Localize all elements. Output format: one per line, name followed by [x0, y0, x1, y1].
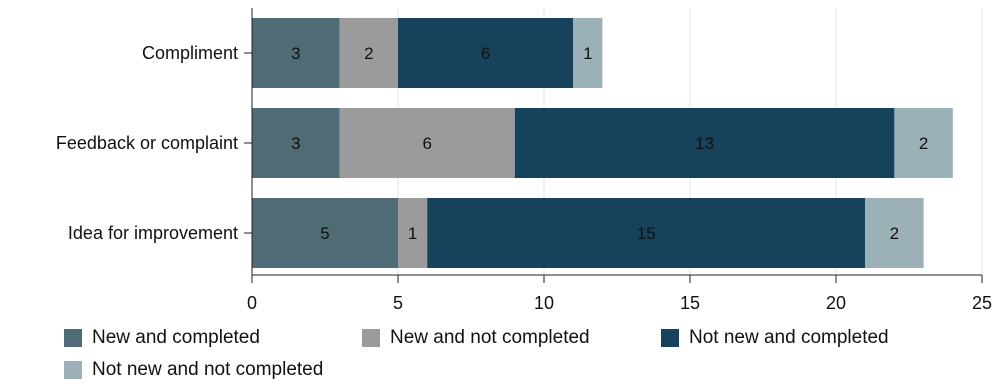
- bar-segment: [339, 108, 515, 178]
- legend-swatch: [64, 361, 82, 379]
- legend-label: Not new and not completed: [92, 359, 324, 380]
- bar-segment: [339, 18, 398, 88]
- data-label: 2: [364, 44, 373, 63]
- data-label: 2: [919, 134, 928, 153]
- x-tick-label: 10: [534, 293, 554, 313]
- bar-segment: [573, 18, 603, 88]
- x-tick-label: 5: [393, 293, 403, 313]
- data-label: 3: [291, 44, 300, 63]
- legend-item: New and completed: [64, 326, 260, 350]
- x-tick-label: 25: [972, 293, 992, 313]
- data-label: 13: [695, 134, 714, 153]
- legend-label: New and not completed: [390, 327, 590, 348]
- data-label: 2: [890, 224, 899, 243]
- category-label: Feedback or complaint: [56, 133, 238, 153]
- data-label: 5: [320, 224, 329, 243]
- data-label: 15: [637, 224, 656, 243]
- category-label: Idea for improvement: [68, 223, 238, 243]
- legend-label: New and completed: [92, 327, 260, 348]
- data-label: 6: [481, 44, 490, 63]
- legend-label: Not new and completed: [689, 327, 889, 348]
- bar-segment: [252, 108, 340, 178]
- data-label: 3: [291, 134, 300, 153]
- bar-segment: [427, 198, 866, 268]
- category-label: Compliment: [142, 43, 238, 63]
- legend: New and completed New and not completed No…: [64, 326, 984, 384]
- x-tick-label: 0: [247, 293, 257, 313]
- legend-item: New and not completed: [362, 326, 590, 350]
- x-tick-label: 15: [680, 293, 700, 313]
- bar-segment: [894, 108, 953, 178]
- x-tick-label: 20: [826, 293, 846, 313]
- data-label: 1: [583, 44, 592, 63]
- data-label: 6: [422, 134, 431, 153]
- legend-item: Not new and completed: [661, 326, 889, 350]
- bar-segment: [252, 198, 398, 268]
- legend-swatch: [362, 329, 380, 347]
- bar-segment: [865, 198, 924, 268]
- bar-segment: [514, 108, 895, 178]
- legend-swatch: [64, 329, 82, 347]
- bar-segment: [398, 198, 428, 268]
- bar-segment: [398, 18, 574, 88]
- legend-swatch: [661, 329, 679, 347]
- legend-item: Not new and not completed: [64, 358, 323, 382]
- data-label: 1: [408, 224, 417, 243]
- bar-segment: [252, 18, 340, 88]
